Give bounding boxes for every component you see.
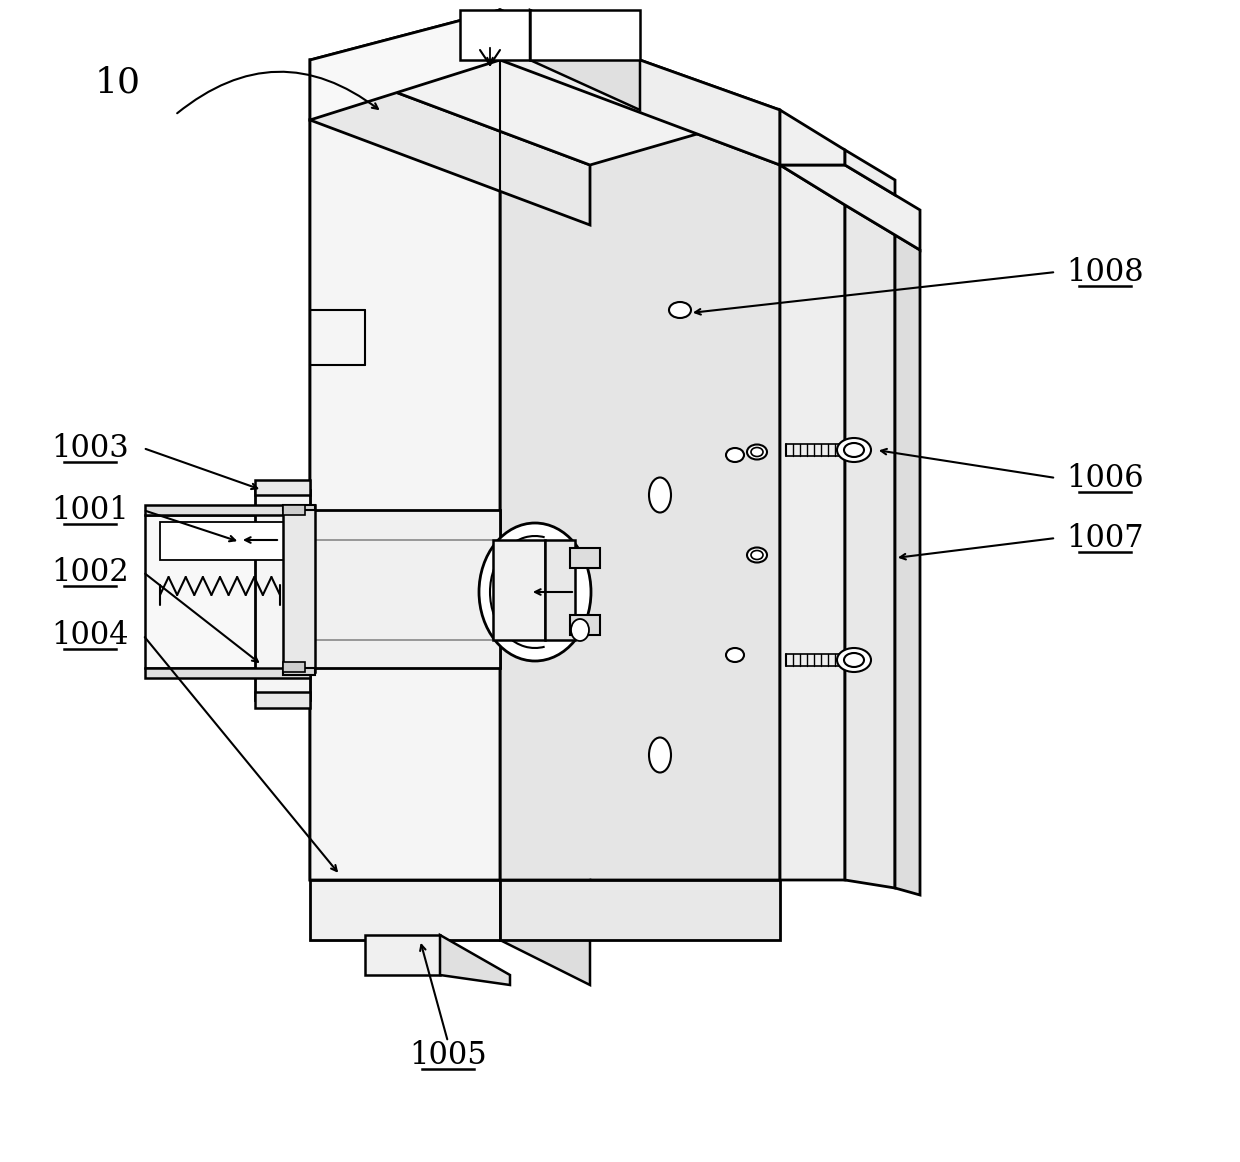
Polygon shape: [365, 935, 440, 975]
Polygon shape: [310, 880, 590, 985]
Ellipse shape: [751, 447, 763, 457]
Polygon shape: [844, 205, 895, 888]
Polygon shape: [310, 60, 500, 880]
Polygon shape: [529, 10, 640, 110]
Polygon shape: [310, 120, 590, 880]
Polygon shape: [494, 540, 546, 640]
Ellipse shape: [649, 478, 671, 512]
Ellipse shape: [725, 449, 744, 462]
Text: 1005: 1005: [409, 1040, 487, 1070]
Polygon shape: [255, 490, 310, 700]
Polygon shape: [460, 10, 529, 60]
Text: 1006: 1006: [1066, 462, 1143, 494]
Text: 1001: 1001: [51, 495, 129, 525]
Polygon shape: [310, 510, 500, 668]
Text: 1003: 1003: [51, 432, 129, 464]
Polygon shape: [160, 522, 295, 560]
Text: 10: 10: [95, 65, 141, 99]
Text: 1004: 1004: [51, 619, 129, 651]
Polygon shape: [283, 662, 305, 672]
Polygon shape: [283, 668, 315, 675]
Polygon shape: [500, 10, 780, 165]
Polygon shape: [546, 540, 575, 640]
Ellipse shape: [570, 619, 589, 641]
Ellipse shape: [746, 547, 768, 562]
Polygon shape: [283, 505, 305, 515]
Polygon shape: [500, 880, 780, 940]
Ellipse shape: [844, 443, 864, 457]
Polygon shape: [895, 235, 920, 895]
Polygon shape: [255, 480, 310, 495]
Ellipse shape: [746, 445, 768, 459]
Polygon shape: [310, 880, 500, 940]
Text: 1008: 1008: [1066, 257, 1143, 287]
Polygon shape: [780, 165, 844, 880]
Polygon shape: [844, 150, 895, 195]
Polygon shape: [500, 60, 780, 880]
Polygon shape: [780, 110, 844, 165]
Polygon shape: [255, 693, 310, 708]
Polygon shape: [310, 10, 780, 165]
Polygon shape: [145, 515, 310, 668]
Ellipse shape: [670, 302, 691, 318]
Text: 1007: 1007: [1066, 523, 1143, 553]
Polygon shape: [145, 505, 310, 515]
Polygon shape: [440, 935, 510, 985]
Polygon shape: [529, 10, 640, 60]
Polygon shape: [570, 548, 600, 568]
Polygon shape: [310, 60, 780, 225]
Ellipse shape: [837, 438, 870, 462]
Ellipse shape: [479, 523, 591, 661]
Polygon shape: [780, 165, 920, 250]
Polygon shape: [283, 505, 315, 672]
Ellipse shape: [751, 551, 763, 559]
Ellipse shape: [725, 648, 744, 662]
Ellipse shape: [837, 648, 870, 672]
Polygon shape: [570, 615, 600, 634]
Ellipse shape: [844, 653, 864, 667]
Ellipse shape: [649, 738, 671, 773]
Polygon shape: [283, 505, 315, 510]
Polygon shape: [310, 60, 590, 225]
Polygon shape: [145, 668, 310, 677]
Text: 1002: 1002: [51, 557, 129, 588]
Polygon shape: [310, 10, 500, 120]
